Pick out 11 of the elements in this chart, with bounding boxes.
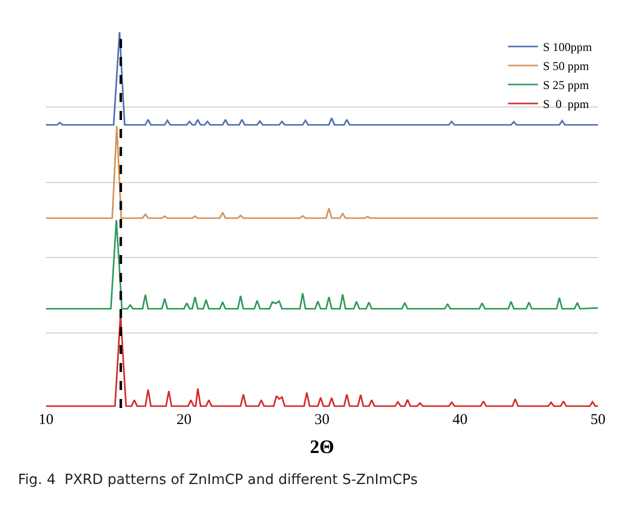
x-tick-label: 10 [38,412,54,428]
legend-label: S 100ppm [543,40,593,54]
x-axis-title: 2Θ [310,436,334,458]
x-tick-label: 40 [452,412,468,428]
caption: Fig. 4 PXRD patterns of ZnImCP and different S-ZnImCPs [18,472,418,488]
legend-label: S 50 ppm [543,59,590,74]
legend-label: S 0 ppm [543,97,590,112]
x-tick-label: 30 [314,412,330,428]
legend-label: S 25 ppm [543,78,590,92]
x-tick-label: 20 [176,412,192,428]
x-tick-label: 50 [590,412,606,428]
